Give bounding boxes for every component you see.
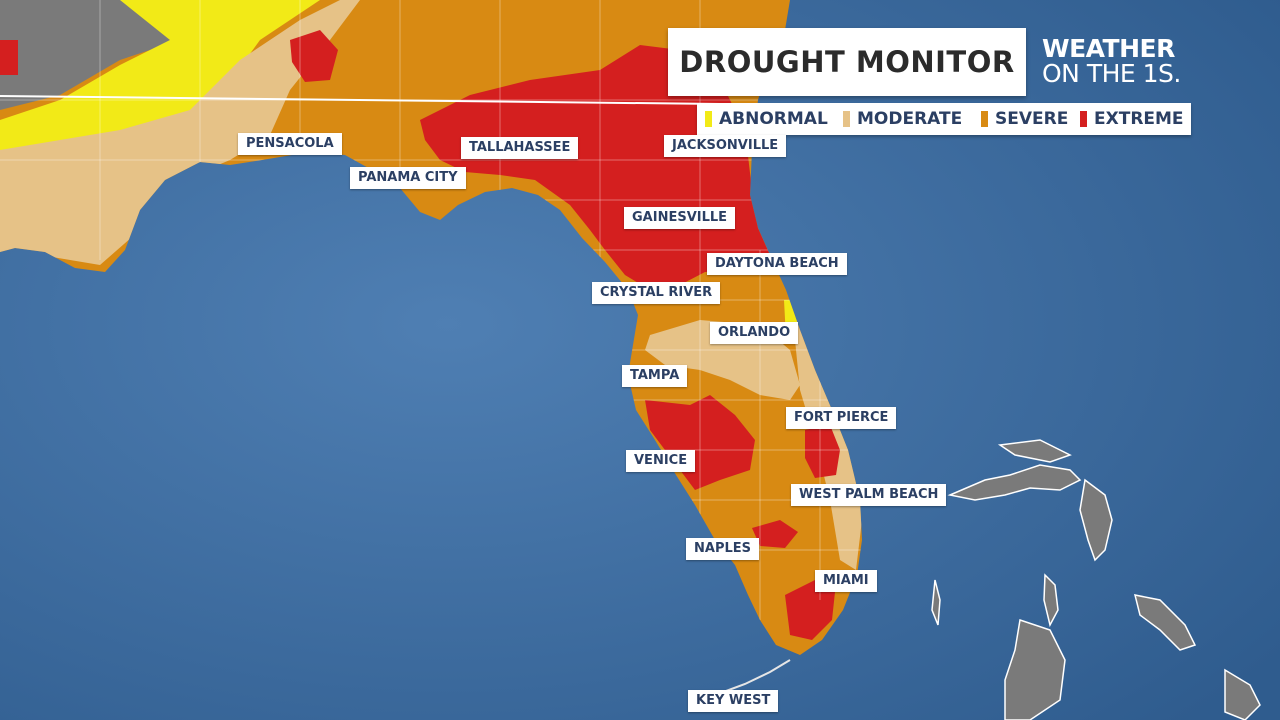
city-label-panama-city: PANAMA CITY: [350, 167, 466, 189]
city-label-venice: VENICE: [626, 450, 696, 472]
city-label-daytona-beach: DAYTONA BEACH: [707, 253, 847, 275]
legend-swatch-extreme: [1080, 111, 1087, 127]
city-label-west-palm-beach: WEST PALM BEACH: [791, 484, 947, 506]
city-label-key-west: KEY WEST: [688, 690, 779, 712]
state-border: [0, 95, 721, 105]
city-label-naples: NAPLES: [686, 538, 759, 560]
title-box: DROUGHT MONITOR: [668, 28, 1026, 96]
logo-line-2: ON THE 1S.: [1042, 59, 1181, 88]
legend-swatch-severe: [981, 111, 988, 127]
city-label-miami: MIAMI: [815, 570, 877, 592]
city-label-crystal-river: CRYSTAL RIVER: [592, 282, 721, 304]
bahamas: [931, 439, 1261, 720]
city-label-gainesville: GAINESVILLE: [624, 207, 736, 229]
city-label-tallahassee: TALLAHASSEE: [461, 137, 579, 159]
legend-label-moderate: MODERATE: [857, 109, 963, 129]
legend-label-abnormal: ABNORMAL: [719, 109, 828, 129]
city-label-pensacola: PENSACOLA: [238, 133, 342, 155]
city-label-jacksonville: JACKSONVILLE: [664, 135, 787, 157]
extreme-region-fort-pierce: [805, 425, 840, 478]
legend-swatch-moderate: [843, 111, 850, 127]
city-label-orlando: ORLANDO: [710, 322, 799, 344]
logo-line-1: WEATHER: [1042, 34, 1175, 63]
map-title: DROUGHT MONITOR: [679, 45, 1015, 79]
legend-label-extreme: EXTREME: [1094, 109, 1184, 129]
extreme-region-ga: [290, 30, 338, 82]
city-label-tampa: TAMPA: [622, 365, 688, 387]
legend: ABNORMAL MODERATE SEVERE EXTREME: [697, 103, 1191, 135]
extreme-region-tampa: [645, 395, 755, 490]
legend-label-severe: SEVERE: [995, 109, 1069, 129]
legend-swatch-abnormal: [705, 111, 712, 127]
weather-on-the-1s-logo: WEATHER ON THE 1S.: [1042, 36, 1192, 86]
city-label-fort-pierce: FORT PIERCE: [786, 407, 897, 429]
extreme-region-miami: [785, 580, 835, 640]
moderate-region-west: [0, 0, 360, 265]
extreme-region-nw: [0, 40, 18, 75]
extreme-region-naples: [752, 520, 798, 548]
